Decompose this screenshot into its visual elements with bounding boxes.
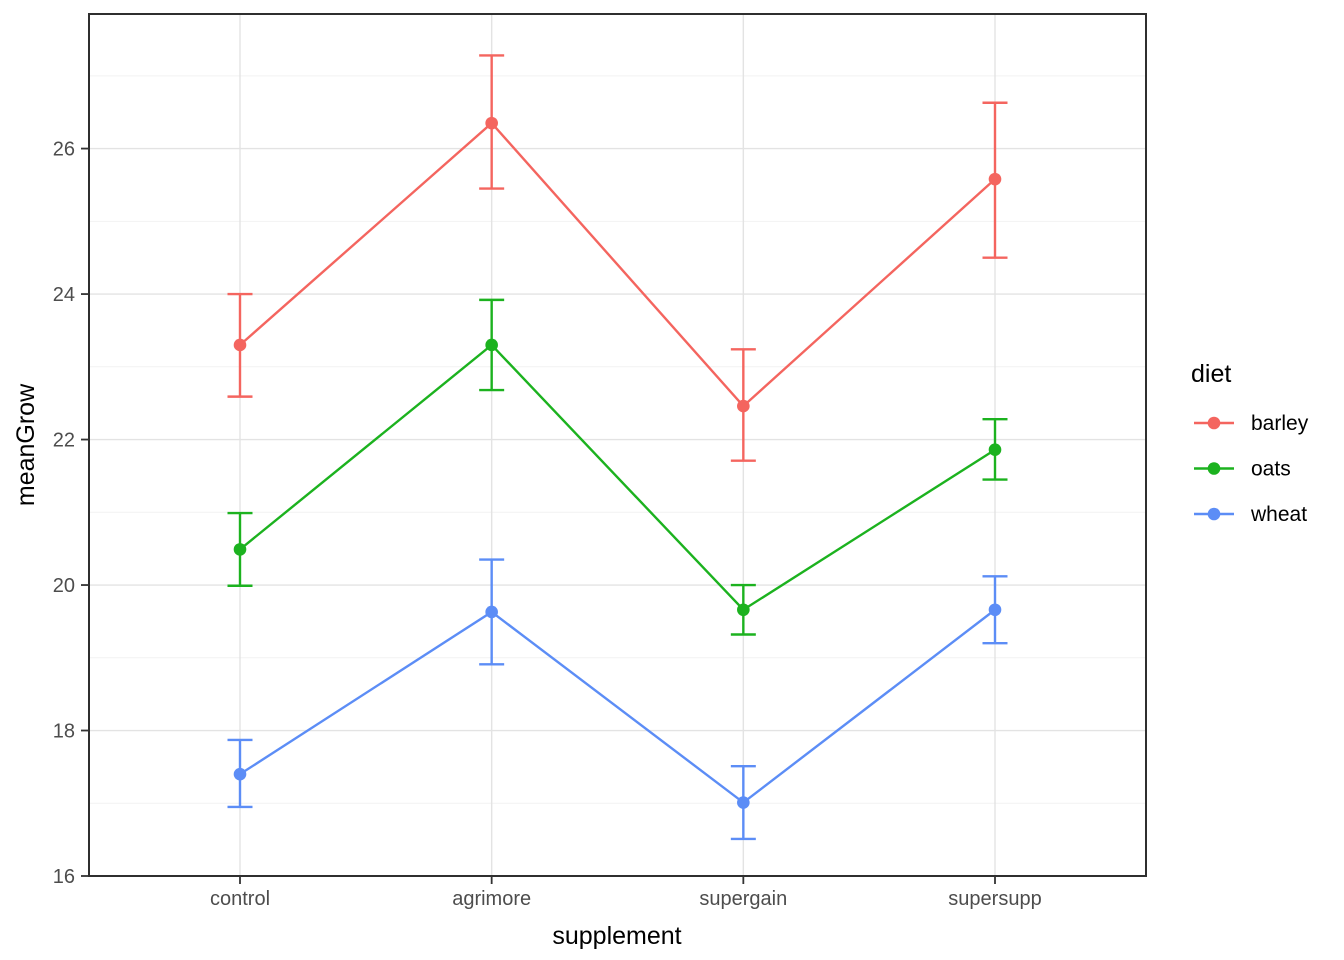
data-point-barley-agrimore — [485, 116, 498, 130]
axis-tick-labels: 16 18 20 22 24 26 control agrimore supergain supe… — [53, 139, 1042, 910]
x-tick-label-control: control — [210, 888, 270, 910]
legend-label-oats: oats — [1251, 458, 1291, 481]
legend-item-oats: oats — [1194, 458, 1291, 481]
y-tick-label: 16 — [53, 866, 75, 888]
data-point-wheat-supergain — [737, 796, 750, 809]
y-tick-label: 18 — [53, 721, 75, 743]
legend: diet barley oats wheat — [1191, 360, 1309, 526]
y-axis-title: meanGrow — [12, 383, 40, 506]
legend-label-wheat: wheat — [1250, 503, 1307, 526]
data-point-wheat-control — [233, 767, 247, 781]
data-point-wheat-agrimore — [485, 605, 498, 619]
series-line-wheat — [239, 608, 996, 805]
data-point-oats-agrimore — [485, 338, 498, 352]
data-point-barley-supergain — [737, 399, 750, 413]
x-tick-label-agrimore: agrimore — [452, 888, 531, 910]
x-tick-label-supergain: supergain — [699, 888, 787, 910]
legend-title: diet — [1191, 360, 1231, 388]
axis-ticks — [81, 147, 996, 884]
y-tick-label: 20 — [53, 575, 75, 597]
y-tick-label: 26 — [53, 139, 75, 161]
x-axis-title: supplement — [552, 922, 681, 950]
y-tick-label: 24 — [53, 284, 75, 306]
legend-key-point-oats — [1207, 462, 1221, 475]
legend-key-point-wheat — [1207, 507, 1221, 521]
plot-panel — [89, 14, 1146, 876]
series-line-barley — [239, 121, 996, 408]
gridlines-minor — [89, 75, 1146, 804]
data-point-barley-control — [233, 338, 247, 352]
data-point-oats-control — [233, 543, 247, 556]
data-point-wheat-supersupp — [988, 603, 1002, 617]
panel-border — [88, 13, 1147, 877]
legend-label-barley: barley — [1251, 412, 1309, 435]
legend-items: barley oats wheat — [1194, 412, 1309, 526]
legend-item-wheat: wheat — [1194, 503, 1307, 526]
data-point-oats-supersupp — [988, 443, 1002, 457]
data-point-oats-supergain — [737, 603, 750, 617]
legend-item-barley: barley — [1194, 412, 1309, 435]
data-point-barley-supersupp — [988, 172, 1002, 186]
series-line-oats — [239, 343, 996, 612]
legend-key-point-barley — [1207, 416, 1221, 430]
y-tick-label: 22 — [53, 430, 75, 452]
x-tick-label-supersupp: supersupp — [948, 888, 1041, 910]
series-layer — [227, 54, 1008, 841]
